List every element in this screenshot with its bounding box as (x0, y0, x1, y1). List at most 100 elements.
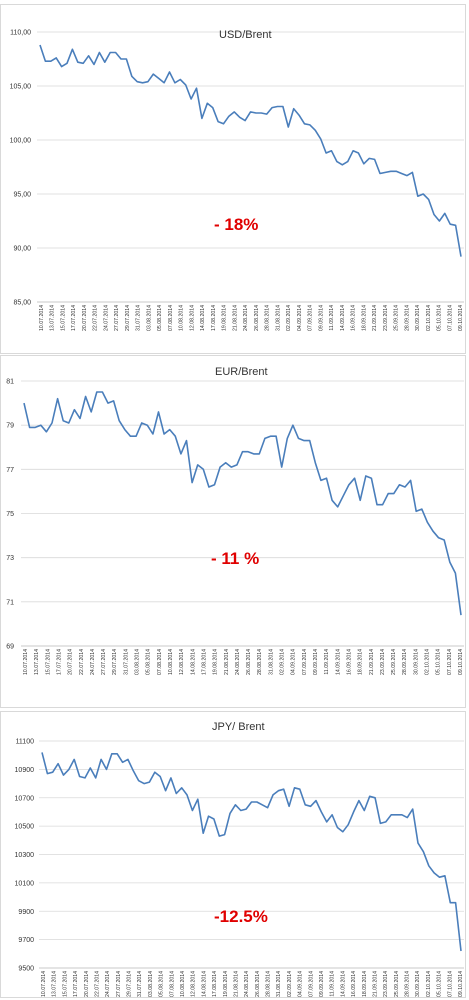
x-tick-label: 07.09.2014 (308, 971, 314, 997)
x-tick-label: 21.09.2014 (372, 305, 378, 331)
x-tick-label: 26.08.2014 (246, 649, 252, 675)
x-tick-label: 12.08.2014 (189, 305, 195, 331)
x-tick-label: 02.10.2014 (425, 649, 431, 675)
x-tick-label: 26.08.2014 (254, 305, 260, 331)
y-tick-label: 71 (6, 599, 14, 606)
x-tick-label: 13.07.2014 (52, 971, 58, 997)
x-tick-label: 10.08.2014 (180, 971, 186, 997)
x-tick-label: 09.10.2014 (458, 305, 464, 331)
x-tick-label: 23.09.2014 (383, 305, 389, 331)
series-line (39, 44, 462, 257)
x-tick-label: 28.08.2014 (257, 649, 263, 675)
chart-title: USD/Brent (219, 29, 272, 41)
x-tick-label: 07.10.2014 (447, 305, 453, 331)
x-tick-label: 14.08.2014 (190, 649, 196, 675)
x-tick-label: 10.08.2014 (179, 305, 185, 331)
y-tick-label: 10700 (15, 795, 35, 802)
y-tick-label: 79 (6, 423, 14, 430)
x-tick-label: 27.07.2014 (114, 305, 120, 331)
y-tick-label: 105,00 (10, 84, 32, 91)
chart-title: JPY/ Brent (212, 721, 265, 733)
x-tick-label: 21.09.2014 (369, 649, 375, 675)
chart-title: EUR/Brent (215, 366, 268, 378)
x-tick-label: 13.07.2014 (50, 305, 56, 331)
x-tick-label: 29.07.2014 (112, 649, 118, 675)
y-tick-label: 10900 (15, 767, 35, 774)
chart-annotation: - 11 % (211, 549, 260, 568)
x-tick-label: 31.07.2014 (123, 649, 129, 675)
x-tick-label: 17.08.2014 (201, 649, 207, 675)
x-tick-label: 25.09.2014 (394, 971, 400, 997)
y-tick-label: 100,00 (10, 138, 32, 145)
x-tick-label: 09.09.2014 (319, 971, 325, 997)
x-tick-label: 16.09.2014 (346, 649, 352, 675)
x-tick-label: 04.09.2014 (298, 971, 304, 997)
x-tick-label: 17.08.2014 (212, 971, 218, 997)
x-tick-label: 14.08.2014 (201, 971, 207, 997)
x-tick-label: 16.09.2014 (351, 305, 357, 331)
x-tick-label: 29.07.2014 (125, 305, 131, 331)
x-tick-label: 12.08.2014 (191, 971, 197, 997)
x-tick-label: 02.09.2014 (280, 649, 286, 675)
x-tick-label: 03.08.2014 (146, 305, 152, 331)
x-tick-label: 13.07.2014 (34, 649, 40, 675)
x-tick-label: 16.09.2014 (351, 971, 357, 997)
x-tick-label: 25.09.2014 (394, 305, 400, 331)
x-tick-label: 10.07.2014 (41, 971, 47, 997)
series-line (23, 391, 462, 616)
x-tick-label: 05.08.2014 (146, 649, 152, 675)
y-tick-label: 73 (6, 555, 14, 562)
x-tick-label: 14.09.2014 (340, 971, 346, 997)
x-tick-label: 18.09.2014 (358, 649, 364, 675)
x-tick-label: 02.09.2014 (287, 971, 293, 997)
x-tick-label: 05.08.2014 (159, 971, 165, 997)
x-tick-label: 03.08.2014 (135, 649, 141, 675)
x-tick-label: 19.08.2014 (223, 971, 229, 997)
x-tick-label: 28.09.2014 (402, 649, 408, 675)
x-tick-label: 19.08.2014 (213, 649, 219, 675)
x-tick-label: 11.09.2014 (330, 971, 336, 997)
x-tick-label: 23.09.2014 (383, 971, 389, 997)
x-tick-label: 29.07.2014 (127, 971, 133, 997)
x-tick-label: 28.08.2014 (265, 305, 271, 331)
x-tick-label: 19.08.2014 (222, 305, 228, 331)
x-tick-label: 07.10.2014 (447, 971, 453, 997)
x-tick-label: 21.09.2014 (372, 971, 378, 997)
x-tick-label: 30.09.2014 (415, 971, 421, 997)
x-tick-label: 27.07.2014 (101, 649, 107, 675)
x-tick-label: 02.10.2014 (426, 971, 432, 997)
x-tick-label: 20.07.2014 (68, 649, 74, 675)
x-tick-label: 07.10.2014 (447, 649, 453, 675)
x-tick-label: 05.10.2014 (437, 971, 443, 997)
x-tick-label: 24.08.2014 (235, 649, 241, 675)
x-tick-label: 31.08.2014 (268, 649, 274, 675)
y-tick-label: 77 (6, 467, 14, 474)
x-tick-label: 11.09.2014 (329, 305, 335, 331)
x-tick-label: 07.08.2014 (157, 649, 163, 675)
x-tick-label: 21.08.2014 (224, 649, 230, 675)
y-tick-label: 9500 (18, 966, 34, 973)
x-tick-label: 14.09.2014 (340, 305, 346, 331)
y-tick-label: 75 (6, 511, 14, 518)
chart-annotation: - 18% (214, 215, 259, 234)
x-tick-label: 02.09.2014 (286, 305, 292, 331)
x-tick-label: 18.09.2014 (362, 971, 368, 997)
x-tick-label: 07.08.2014 (168, 305, 174, 331)
x-tick-label: 31.07.2014 (137, 971, 143, 997)
y-tick-label: 10100 (15, 880, 35, 887)
x-tick-label: 04.09.2014 (291, 649, 297, 675)
eur-brent-chart-panel: 69 71 73 75 77 79 81 10.07.2014 13.07.2014 15.07.… (0, 355, 466, 708)
x-tick-label: 10.08.2014 (168, 649, 174, 675)
x-tick-label: 05.08.2014 (157, 305, 163, 331)
x-tick-label: 17.07.2014 (73, 971, 79, 997)
y-tick-label: 95,00 (13, 192, 31, 199)
y-tick-label: 110,00 (10, 30, 31, 37)
x-tick-label: 21.08.2014 (232, 305, 238, 331)
x-tick-label: 10.07.2014 (39, 305, 45, 331)
x-tick-label: 24.08.2014 (243, 305, 249, 331)
x-tick-label: 07.09.2014 (302, 649, 308, 675)
x-tick-label: 11.09.2014 (324, 649, 330, 675)
x-tick-label: 31.08.2014 (276, 971, 282, 997)
x-tick-label: 20.07.2014 (84, 971, 90, 997)
x-tick-label: 17.08.2014 (211, 305, 217, 331)
